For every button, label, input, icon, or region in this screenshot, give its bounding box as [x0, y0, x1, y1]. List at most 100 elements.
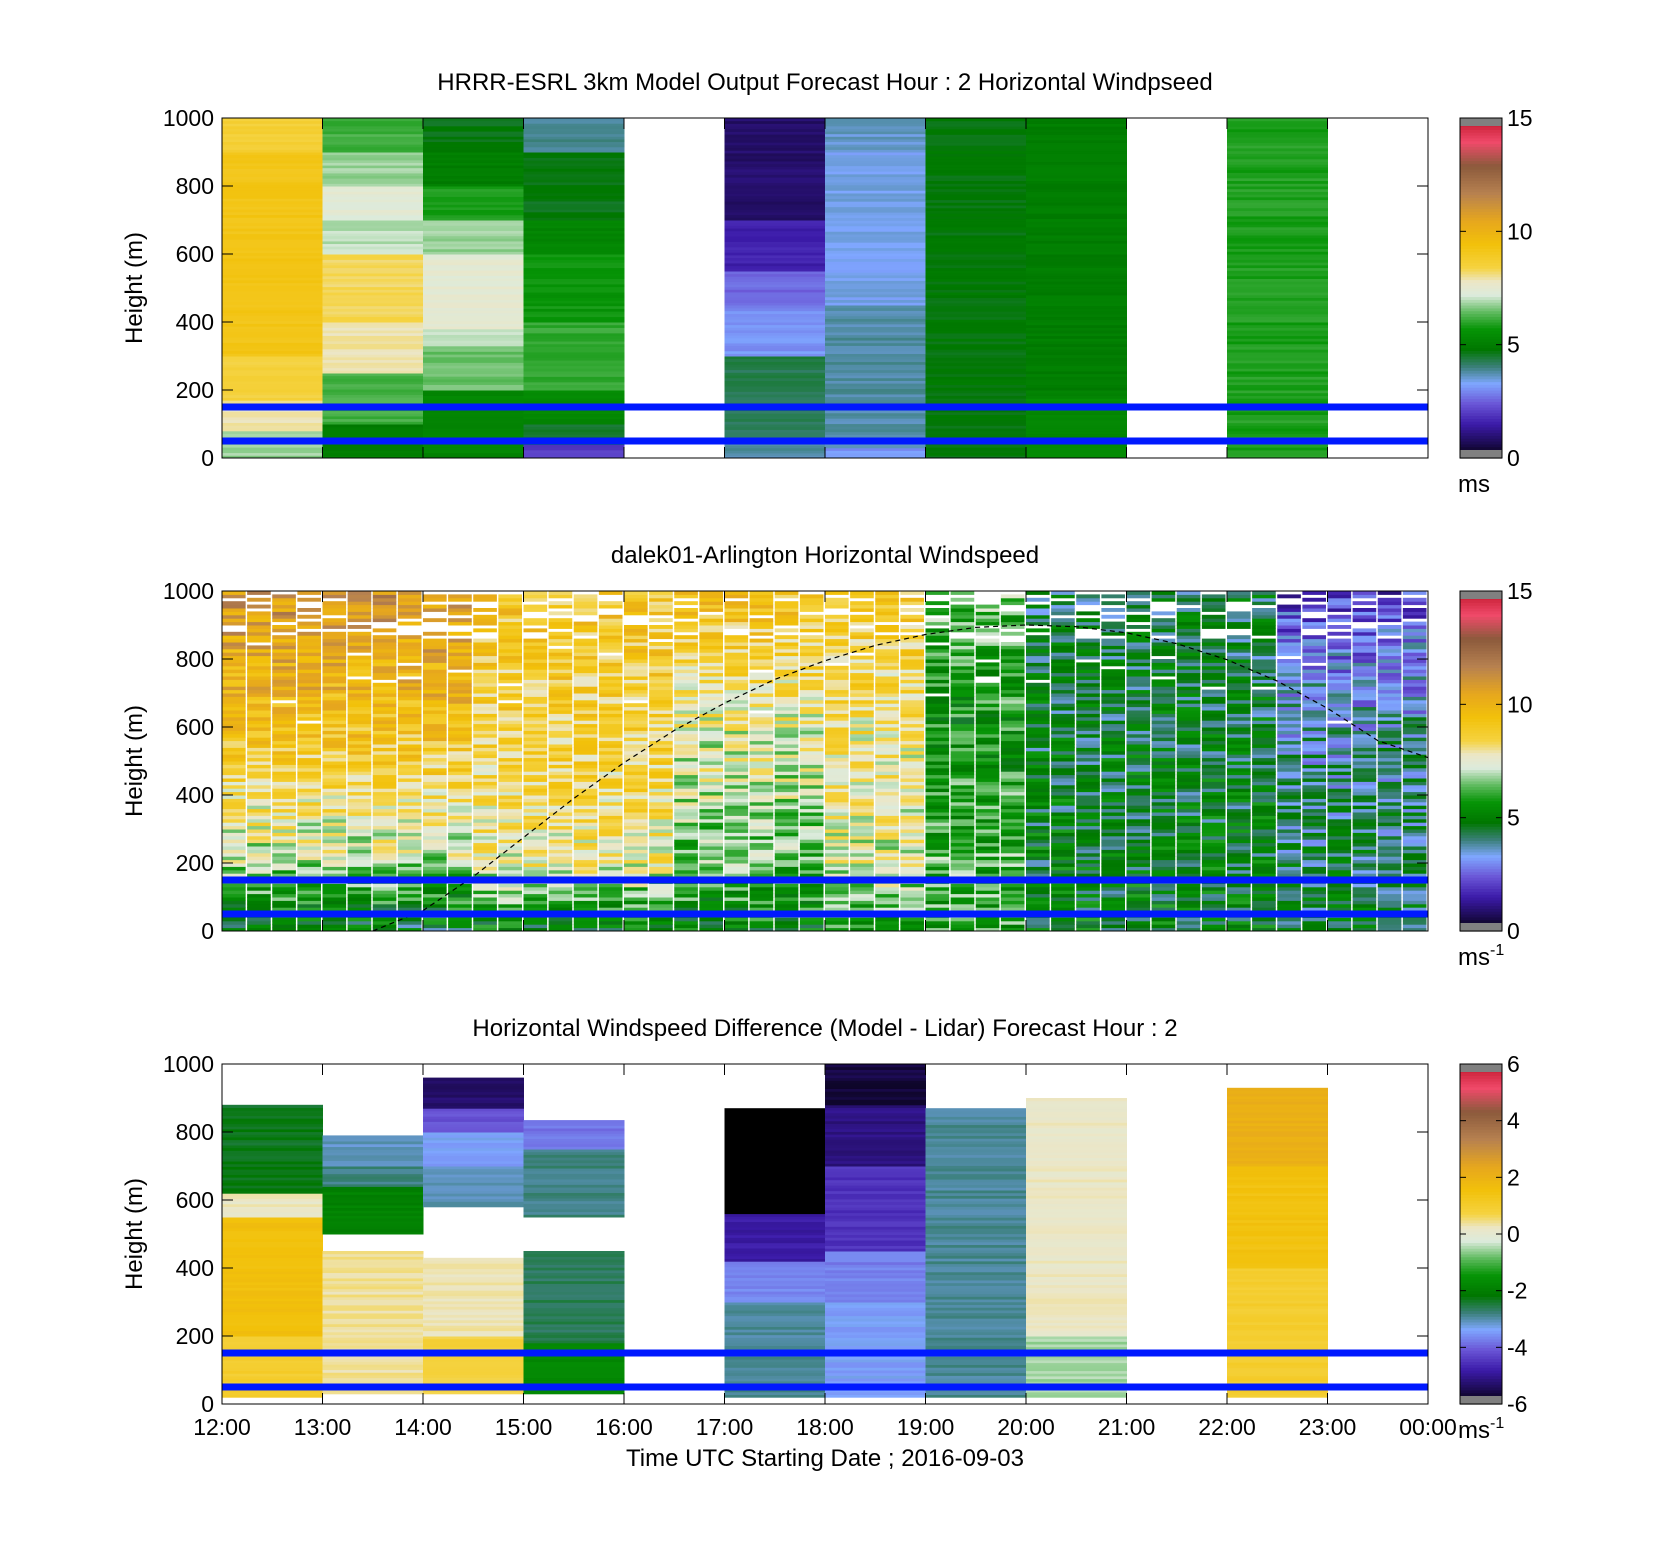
- heatmap-cell: [975, 672, 1000, 677]
- heatmap-cell: [573, 907, 598, 912]
- heatmap-cell: [1026, 381, 1127, 386]
- heatmap-cell: [222, 339, 323, 343]
- heatmap-cell: [523, 645, 548, 650]
- heatmap-cell: [699, 778, 723, 782]
- heatmap-cell: [850, 676, 874, 680]
- heatmap-cell: [523, 713, 548, 718]
- heatmap-cell: [724, 822, 749, 827]
- heatmap-cell: [649, 737, 673, 742]
- heatmap-cell: [222, 209, 323, 213]
- heatmap-cell: [372, 883, 397, 888]
- heatmap-cell: [674, 740, 698, 745]
- heatmap-cell: [1227, 156, 1328, 160]
- heatmap-cell: [900, 849, 924, 854]
- heatmap-cell: [975, 662, 1000, 667]
- heatmap-cell: [825, 239, 926, 243]
- heatmap-cell: [498, 693, 522, 697]
- heatmap-cell: [247, 723, 271, 728]
- heatmap-cell: [1000, 648, 1025, 653]
- heatmap-cell: [423, 227, 524, 231]
- heatmap-cell: [925, 825, 950, 830]
- heatmap-cell: [774, 621, 799, 626]
- heatmap-cell: [724, 424, 826, 428]
- heatmap-cell: [674, 791, 698, 796]
- heatmap-cell: [1151, 659, 1176, 663]
- heatmap-cell: [322, 693, 347, 697]
- heatmap-cell: [1026, 788, 1050, 793]
- heatmap-cell: [272, 625, 296, 629]
- heatmap-cell: [850, 764, 874, 769]
- heatmap-cell: [1126, 604, 1151, 609]
- heatmap-cell: [598, 863, 623, 867]
- heatmap-cell: [448, 767, 472, 772]
- heatmap-cell: [925, 449, 1027, 454]
- heatmap-cell: [925, 349, 1027, 353]
- heatmap-cell: [423, 676, 447, 680]
- heatmap-cell: [347, 842, 372, 847]
- heatmap-cell: [925, 890, 950, 895]
- heatmap-cell: [925, 213, 1027, 217]
- heatmap-cell: [548, 866, 573, 871]
- heatmap-cell: [1026, 156, 1127, 160]
- heatmap-cell: [1151, 856, 1176, 861]
- heatmap-cell: [222, 784, 246, 789]
- heatmap-cell: [825, 764, 849, 769]
- heatmap-cell: [523, 262, 625, 266]
- heatmap-cell: [699, 625, 723, 629]
- heatmap-cell: [297, 597, 321, 602]
- heatmap-cell: [1026, 362, 1127, 367]
- heatmap-cell: [925, 774, 950, 779]
- heatmap-cell: [950, 835, 975, 840]
- heatmap-cell: [825, 141, 926, 145]
- heatmap-cell: [925, 351, 1027, 356]
- heatmap-cell: [347, 781, 372, 786]
- heatmap-cell: [448, 686, 472, 691]
- heatmap-cell: [724, 123, 826, 127]
- heatmap-cell: [347, 822, 372, 827]
- heatmap-cell: [774, 614, 799, 619]
- heatmap-cell: [850, 720, 874, 725]
- heatmap-cell: [975, 886, 1000, 891]
- heatmap-cell: [875, 676, 899, 680]
- heatmap-cell: [272, 655, 296, 660]
- heatmap-cell: [322, 222, 424, 226]
- heatmap-cell: [423, 433, 524, 437]
- heatmap-cell: [1026, 313, 1127, 318]
- heatmap-cell: [1126, 638, 1151, 643]
- heatmap-cell: [372, 662, 397, 667]
- heatmap-cell: [1026, 267, 1127, 271]
- heatmap-cell: [1000, 869, 1025, 874]
- heatmap-cell: [1000, 927, 1025, 931]
- heatmap-cell: [448, 856, 472, 861]
- heatmap-cell: [272, 720, 296, 725]
- heatmap-cell: [624, 893, 648, 898]
- heatmap-cell: [850, 686, 874, 691]
- heatmap-cell: [649, 791, 673, 796]
- heatmap-cell: [222, 754, 246, 759]
- heatmap-cell: [925, 798, 950, 803]
- heatmap-cell: [347, 706, 372, 711]
- heatmap-cell: [548, 897, 573, 901]
- heatmap-cell: [473, 672, 497, 677]
- heatmap-cell: [1076, 893, 1100, 898]
- heatmap-cell: [699, 679, 723, 684]
- heatmap-cell: [900, 679, 924, 684]
- heatmap-cell: [1026, 720, 1050, 725]
- heatmap-cell: [222, 781, 246, 786]
- heatmap-cell: [925, 601, 950, 606]
- heatmap-cell: [448, 740, 472, 745]
- heatmap-cell: [1176, 757, 1201, 762]
- heatmap-cell: [523, 594, 548, 599]
- colorbar-segment: [1460, 443, 1502, 448]
- heatmap-cell: [322, 322, 424, 326]
- heatmap-cell: [423, 917, 447, 922]
- heatmap-cell: [1051, 652, 1075, 657]
- heatmap-cell: [423, 733, 447, 738]
- heatmap-cell: [1101, 788, 1125, 793]
- heatmap-cell: [1151, 696, 1176, 701]
- heatmap-cell: [649, 812, 673, 816]
- heatmap-cell: [850, 716, 874, 721]
- heatmap-cell: [1026, 428, 1127, 432]
- heatmap-cell: [1101, 924, 1125, 929]
- heatmap-cell: [900, 897, 924, 901]
